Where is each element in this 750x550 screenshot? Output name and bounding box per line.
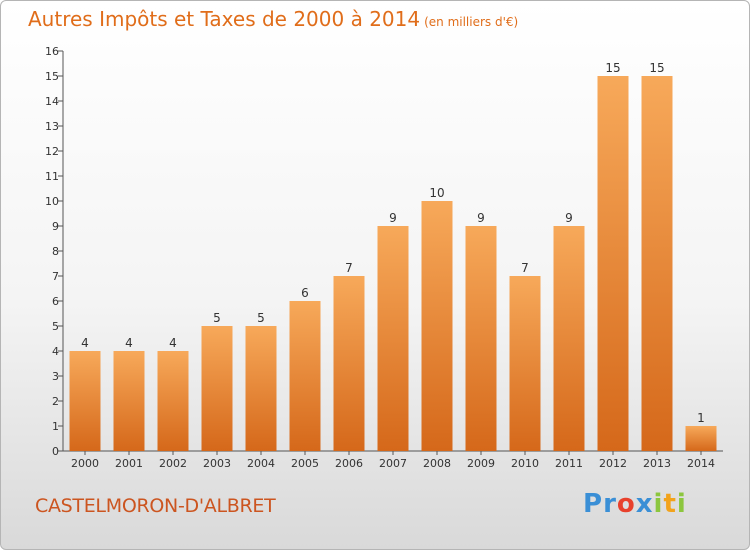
x-tick-label: 2014	[687, 457, 715, 470]
x-tick-label: 2001	[115, 457, 143, 470]
y-tick-label: 3	[52, 370, 59, 383]
y-tick-label: 8	[52, 245, 59, 258]
data-label: 1	[697, 411, 705, 425]
x-tick-label: 2011	[555, 457, 583, 470]
y-tick-label: 13	[45, 120, 59, 133]
x-tick-label: 2006	[335, 457, 363, 470]
chart-title: Autres Impôts et Taxes de 2000 à 2014 (en…	[28, 7, 518, 31]
bar	[289, 301, 321, 451]
x-tick-label: 2012	[599, 457, 627, 470]
x-tick-label: 2003	[203, 457, 231, 470]
bar	[377, 226, 409, 451]
bar	[509, 276, 541, 451]
y-tick-label: 10	[45, 195, 59, 208]
chart-title-text: Autres Impôts et Taxes de 2000 à 2014	[28, 7, 421, 31]
bar	[465, 226, 497, 451]
y-tick-label: 14	[45, 95, 59, 108]
bar	[245, 326, 277, 451]
logo-letter: i	[676, 489, 687, 519]
data-label: 7	[345, 261, 353, 275]
logo-letter: o	[616, 489, 636, 519]
x-tick-label: 2013	[643, 457, 671, 470]
bar	[113, 351, 145, 451]
bar	[333, 276, 365, 451]
bar	[69, 351, 101, 451]
x-tick-label: 2009	[467, 457, 495, 470]
location-name: CASTELMORON-D'ALBRET	[35, 495, 276, 517]
data-label: 4	[125, 336, 133, 350]
bar	[641, 76, 673, 451]
y-tick-label: 5	[52, 320, 59, 333]
data-label: 6	[301, 286, 309, 300]
data-label: 15	[649, 61, 664, 75]
proxiti-logo: Proxiti	[583, 489, 687, 519]
logo-letter: t	[663, 489, 677, 519]
x-tick-label: 2004	[247, 457, 275, 470]
data-label: 9	[389, 211, 397, 225]
y-tick-label: 7	[52, 270, 59, 283]
y-tick-label: 9	[52, 220, 59, 233]
y-tick-label: 4	[52, 345, 59, 358]
y-tick-label: 0	[52, 445, 59, 458]
data-label: 15	[605, 61, 620, 75]
y-tick-label: 6	[52, 295, 59, 308]
data-label: 9	[565, 211, 573, 225]
data-label: 5	[257, 311, 265, 325]
x-tick-label: 2000	[71, 457, 99, 470]
logo-letter: i	[653, 489, 664, 519]
data-label: 7	[521, 261, 529, 275]
y-tick-label: 11	[45, 170, 59, 183]
data-label: 10	[429, 186, 444, 200]
bar	[553, 226, 585, 451]
y-tick-label: 16	[45, 45, 59, 58]
y-tick-label: 15	[45, 70, 59, 83]
logo-letter: r	[603, 489, 617, 519]
x-tick-label: 2008	[423, 457, 451, 470]
logo-letter: P	[583, 489, 604, 519]
y-tick-label: 2	[52, 395, 59, 408]
logo-letter: x	[635, 489, 654, 519]
bar	[157, 351, 189, 451]
data-label: 4	[81, 336, 89, 350]
data-label: 9	[477, 211, 485, 225]
bar	[685, 426, 717, 451]
bar	[421, 201, 453, 451]
data-label: 5	[213, 311, 221, 325]
unit-label: (en milliers d'€)	[424, 15, 519, 29]
x-tick-label: 2002	[159, 457, 187, 470]
y-tick-label: 12	[45, 145, 59, 158]
x-tick-label: 2007	[379, 457, 407, 470]
x-tick-label: 2010	[511, 457, 539, 470]
data-label: 4	[169, 336, 177, 350]
x-tick-label: 2005	[291, 457, 319, 470]
bar	[201, 326, 233, 451]
y-tick-label: 1	[52, 420, 59, 433]
bar	[597, 76, 629, 451]
